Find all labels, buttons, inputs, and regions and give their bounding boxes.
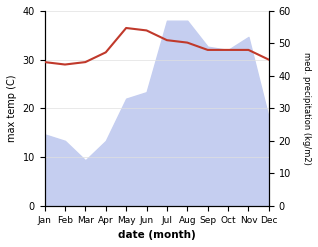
Y-axis label: med. precipitation (kg/m2): med. precipitation (kg/m2) xyxy=(302,52,311,165)
X-axis label: date (month): date (month) xyxy=(118,230,196,240)
Y-axis label: max temp (C): max temp (C) xyxy=(7,75,17,142)
